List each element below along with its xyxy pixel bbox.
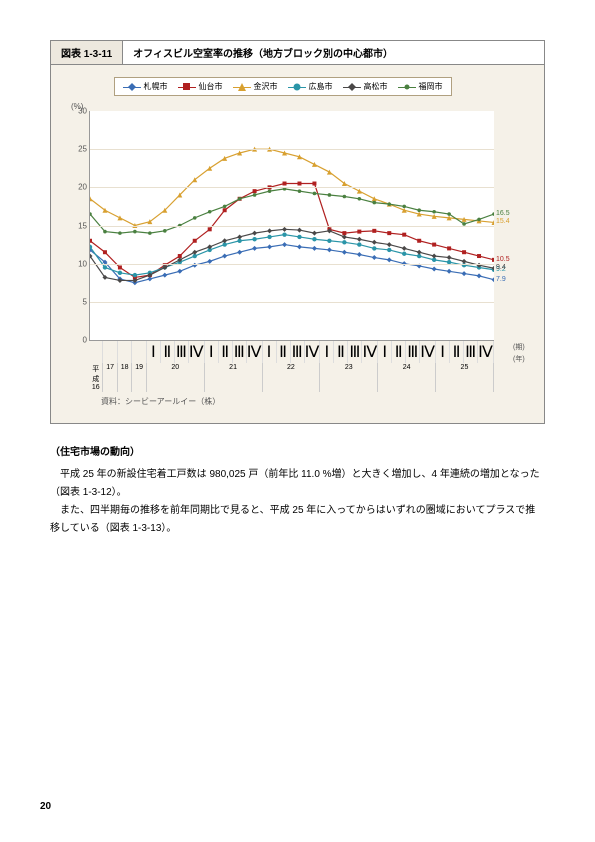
x-axis-years: 平成16171819202122232425	[89, 363, 494, 392]
chart-title-bar: 図表 1-3-11 オフィスビル空室率の推移（地方ブロック別の中心都市）	[51, 41, 544, 65]
body-p1: 平成 25 年の新設住宅着工戸数は 980,025 戸（前年比 11.0 %増）…	[50, 466, 545, 502]
x-quarter	[118, 341, 132, 363]
y-tick: 5	[83, 297, 90, 306]
legend-item: 高松市	[343, 81, 388, 92]
series-end-label: 9.4	[496, 264, 506, 271]
legend-label: 金沢市	[254, 81, 278, 92]
chart-figure: 図表 1-3-11 オフィスビル空室率の推移（地方ブロック別の中心都市） 札幌市…	[50, 40, 545, 424]
legend-item: 金沢市	[233, 81, 278, 92]
chart-source: 資料：シービーアールイー（株）	[71, 392, 494, 415]
x-year: 23	[320, 363, 378, 392]
chart-title: オフィスビル空室率の推移（地方ブロック別の中心都市）	[123, 41, 544, 64]
body-heading: （住宅市場の動向）	[50, 444, 545, 462]
x-quarter: Ⅱ	[392, 341, 406, 363]
body-p2: また、四半期毎の推移を前年同期比で見ると、平成 25 年に入ってからはいずれの圏…	[50, 502, 545, 538]
series-end-label: 15.4	[496, 218, 510, 225]
x-quarter	[89, 341, 103, 363]
x-year: 18	[118, 363, 132, 392]
x-axis-quarters: ⅠⅡⅢⅣⅠⅡⅢⅣⅠⅡⅢⅣⅠⅡⅢⅣⅠⅡⅢⅣⅠⅡⅢⅣ	[89, 341, 494, 363]
legend-label: 福岡市	[419, 81, 443, 92]
x-quarter: Ⅲ	[406, 341, 420, 363]
page-number: 20	[40, 801, 51, 812]
y-tick: 0	[83, 336, 90, 345]
x-quarter: Ⅱ	[450, 341, 464, 363]
x-quarter: Ⅳ	[247, 341, 263, 363]
x-year: 平成16	[89, 363, 103, 392]
x-year: 24	[378, 363, 436, 392]
chart-area: 札幌市仙台市金沢市広島市高松市福岡市 (%) 0510152025307.910…	[51, 65, 544, 423]
chart-plot: 0510152025307.910.515.49.29.416.5	[89, 111, 494, 341]
x-quarter: Ⅳ	[305, 341, 321, 363]
x-quarter: Ⅰ	[147, 341, 161, 363]
y-tick: 30	[78, 107, 90, 116]
x-quarter: Ⅱ	[161, 341, 175, 363]
series-end-label: 7.9	[496, 276, 506, 283]
x-quarter: Ⅰ	[263, 341, 277, 363]
axis-caption-period: (期)	[513, 342, 525, 352]
legend-label: 仙台市	[199, 81, 223, 92]
x-year: 25	[436, 363, 494, 392]
x-year: 22	[263, 363, 321, 392]
legend-label: 札幌市	[144, 81, 168, 92]
x-quarter: Ⅰ	[378, 341, 392, 363]
x-quarter: Ⅲ	[348, 341, 362, 363]
x-year: 20	[147, 363, 205, 392]
series-end-label: 16.5	[496, 210, 510, 217]
x-year: 19	[132, 363, 146, 392]
x-quarter: Ⅲ	[464, 341, 478, 363]
legend-item: 札幌市	[123, 81, 168, 92]
x-quarter: Ⅱ	[219, 341, 233, 363]
x-quarter: Ⅱ	[277, 341, 291, 363]
x-year: 17	[103, 363, 117, 392]
x-quarter: Ⅲ	[175, 341, 189, 363]
x-year: 21	[205, 363, 263, 392]
y-axis-unit: (%)	[71, 102, 494, 111]
legend-item: 福岡市	[398, 81, 443, 92]
x-quarter: Ⅳ	[420, 341, 436, 363]
legend-label: 広島市	[309, 81, 333, 92]
x-quarter: Ⅳ	[478, 341, 494, 363]
chart-legend: 札幌市 仙台市 金沢市 広島市 高松市 福岡市	[114, 77, 452, 96]
series-end-label: 10.5	[496, 256, 510, 263]
x-quarter: Ⅰ	[320, 341, 334, 363]
x-quarter	[103, 341, 117, 363]
y-tick: 25	[78, 145, 90, 154]
legend-item: 仙台市	[178, 81, 223, 92]
y-tick: 20	[78, 183, 90, 192]
x-quarter: Ⅳ	[362, 341, 378, 363]
x-quarter: Ⅲ	[233, 341, 247, 363]
chart-code: 図表 1-3-11	[51, 41, 123, 64]
body-text: （住宅市場の動向） 平成 25 年の新設住宅着工戸数は 980,025 戸（前年…	[50, 444, 545, 538]
y-tick: 15	[78, 221, 90, 230]
x-quarter: Ⅰ	[205, 341, 219, 363]
x-quarter	[132, 341, 146, 363]
legend-item: 広島市	[288, 81, 333, 92]
x-quarter: Ⅳ	[189, 341, 205, 363]
x-quarter: Ⅱ	[334, 341, 348, 363]
legend-label: 高松市	[364, 81, 388, 92]
axis-caption-year: (年)	[513, 354, 525, 364]
x-quarter: Ⅰ	[436, 341, 450, 363]
y-tick: 10	[78, 259, 90, 268]
x-quarter: Ⅲ	[291, 341, 305, 363]
